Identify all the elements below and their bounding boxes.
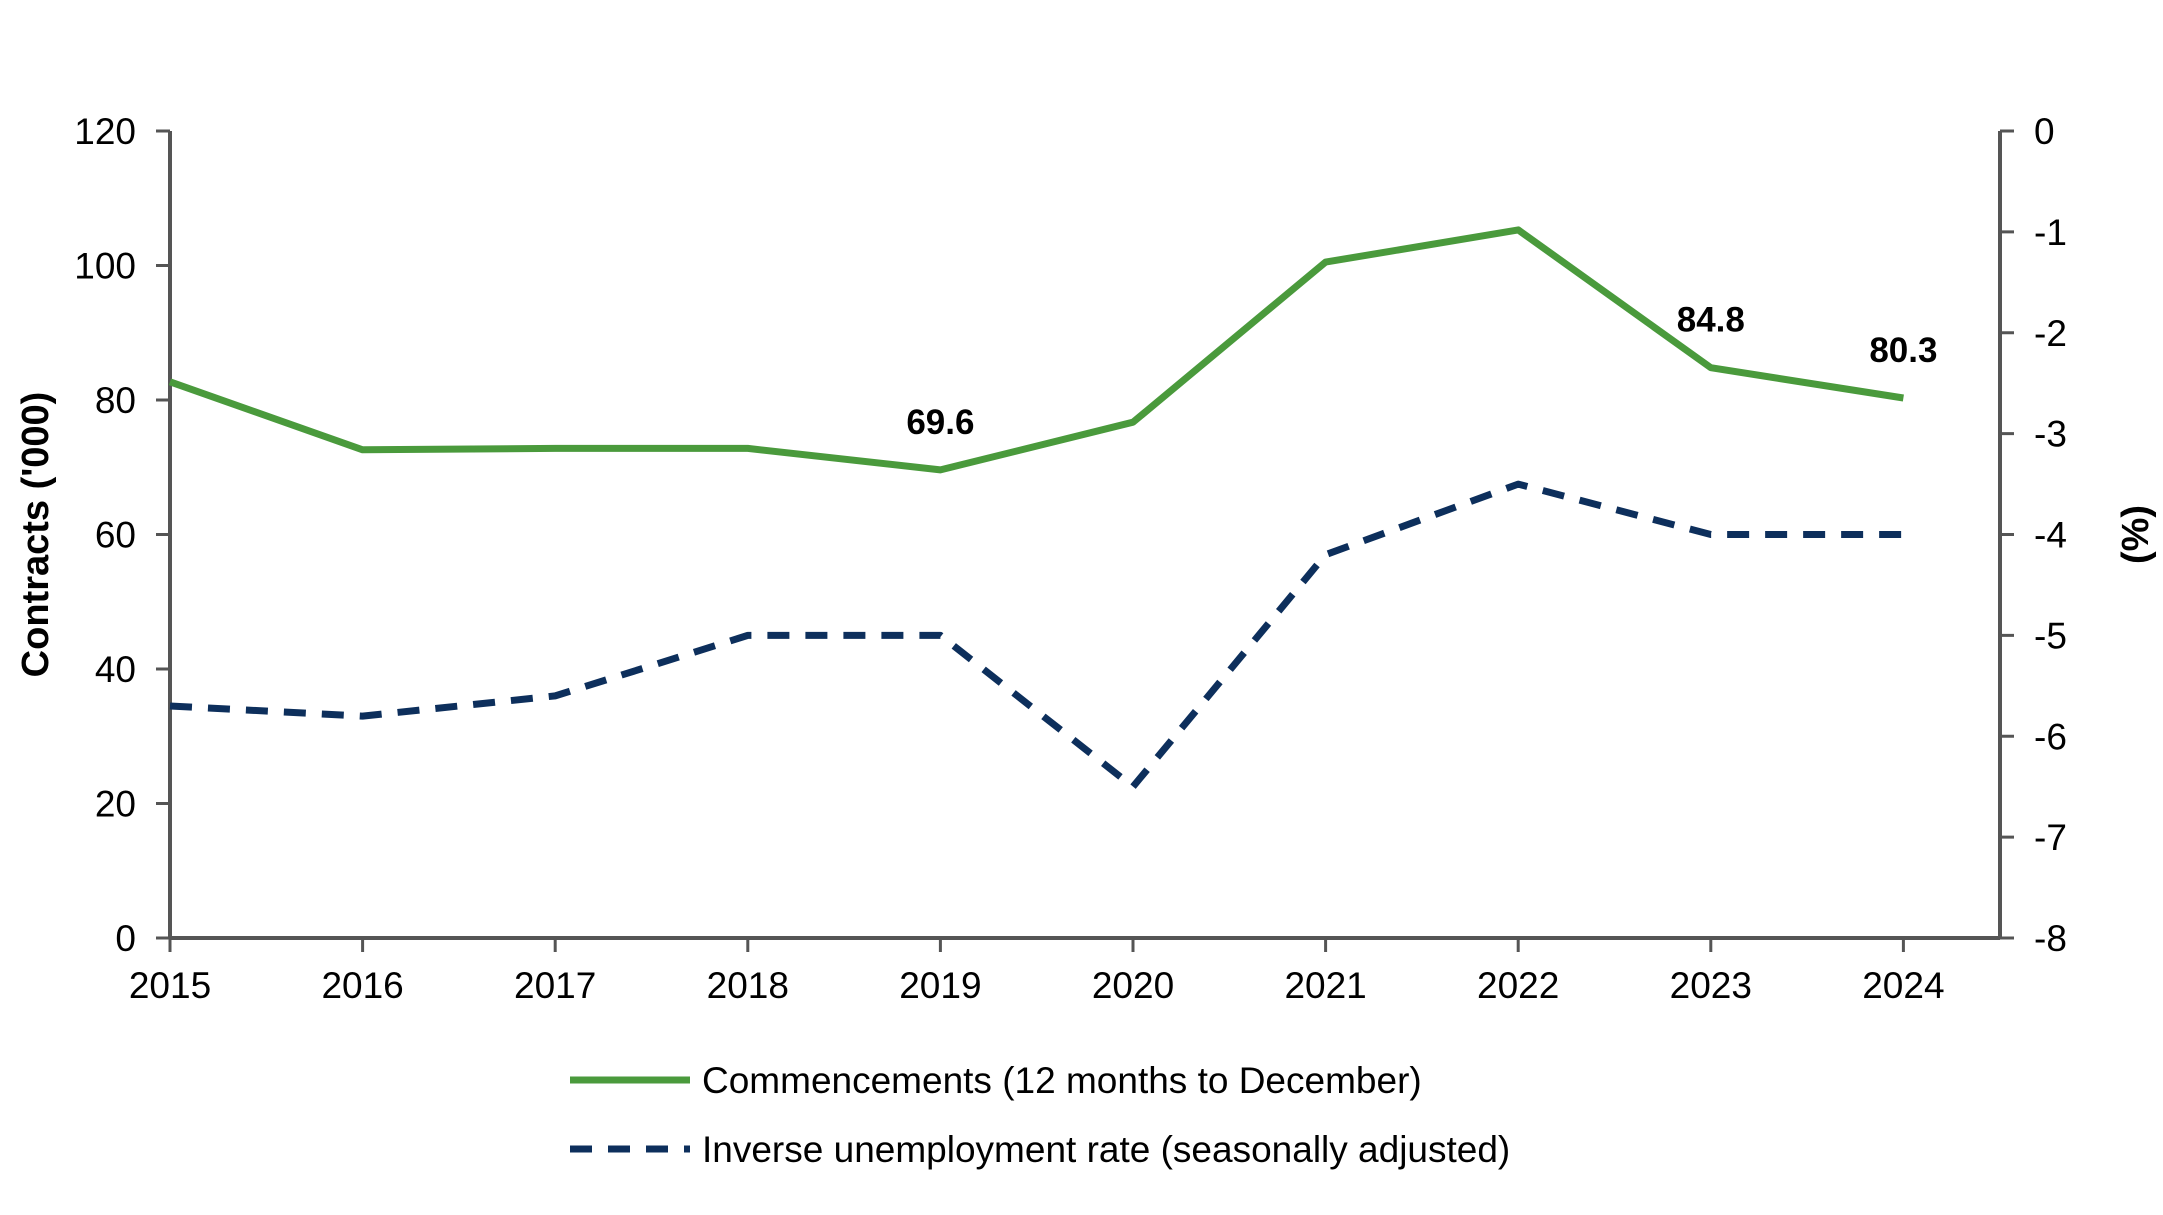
series-0-point <box>1323 259 1329 265</box>
commencements-series-line <box>168 226 1904 474</box>
series-0-point <box>1708 365 1714 371</box>
x-tick-label: 2018 <box>707 965 789 1006</box>
series-0-point <box>1515 227 1521 233</box>
series-1-point <box>1708 532 1714 538</box>
unemployment-series-line <box>169 480 1904 791</box>
data-label: 80.3 <box>1869 331 1937 370</box>
left-tick-label: 120 <box>74 111 136 152</box>
left-tick-label: 80 <box>95 380 136 421</box>
series-layer <box>167 226 1906 791</box>
series-0-point <box>360 447 366 453</box>
left-tick-label: 40 <box>95 649 136 690</box>
series-1-point <box>1900 532 1906 538</box>
legend: Commencements (12 months to December) Inv… <box>570 1060 1510 1170</box>
right-axis-title: (%) <box>2115 505 2157 564</box>
series-1-point <box>360 713 366 719</box>
data-label: 69.6 <box>906 403 974 442</box>
right-tick-label: 0 <box>2034 111 2055 152</box>
axes-layer: 0 20 40 60 80 100 120 -8 -7 -6 -5 -4 -3 -2 -1 0 2015 2016… <box>15 111 2157 1006</box>
x-tick-label: 2016 <box>321 965 403 1006</box>
legend-label: Commencements (12 months to December) <box>702 1060 1422 1101</box>
series-0-point <box>745 445 751 451</box>
left-tick-label: 100 <box>74 246 136 287</box>
series-1-point <box>745 632 751 638</box>
left-axis-title: Contracts ('000) <box>15 392 57 678</box>
series-0-point <box>167 379 173 385</box>
right-tick-label: -5 <box>2034 615 2067 656</box>
x-tick-label: 2020 <box>1092 965 1174 1006</box>
x-tick-label: 2015 <box>129 965 211 1006</box>
data-labels-layer: 69.6 84.8 80.3 <box>906 301 1937 442</box>
x-tick-label: 2024 <box>1862 965 1944 1006</box>
series-1-point <box>167 703 173 709</box>
right-tick-label: -6 <box>2034 716 2067 757</box>
series-0-point <box>1130 419 1136 425</box>
legend-label: Inverse unemployment rate (seasonally ad… <box>702 1129 1510 1170</box>
series-1-point <box>937 632 943 638</box>
right-tick-label: -7 <box>2034 817 2067 858</box>
series-0-point <box>937 467 943 473</box>
right-tick-label: -1 <box>2034 212 2067 253</box>
x-tick-label: 2019 <box>899 965 981 1006</box>
x-tick-label: 2021 <box>1284 965 1366 1006</box>
data-label: 84.8 <box>1677 301 1745 340</box>
left-tick-label: 20 <box>95 784 136 825</box>
left-tick-label: 0 <box>115 918 136 959</box>
series-1-point <box>552 693 558 699</box>
series-0-point <box>552 445 558 451</box>
series-0-point <box>1900 395 1906 401</box>
series-1-point <box>1130 784 1136 790</box>
x-tick-label: 2023 <box>1670 965 1752 1006</box>
series-1-point <box>1515 481 1521 487</box>
x-tick-label: 2017 <box>514 965 596 1006</box>
right-tick-label: -8 <box>2034 918 2067 959</box>
right-tick-label: -4 <box>2034 515 2067 556</box>
left-tick-label: 60 <box>95 515 136 556</box>
right-tick-label: -3 <box>2034 414 2067 455</box>
right-tick-label: -2 <box>2034 313 2067 354</box>
series-1-point <box>1323 552 1329 558</box>
x-tick-label: 2022 <box>1477 965 1559 1006</box>
